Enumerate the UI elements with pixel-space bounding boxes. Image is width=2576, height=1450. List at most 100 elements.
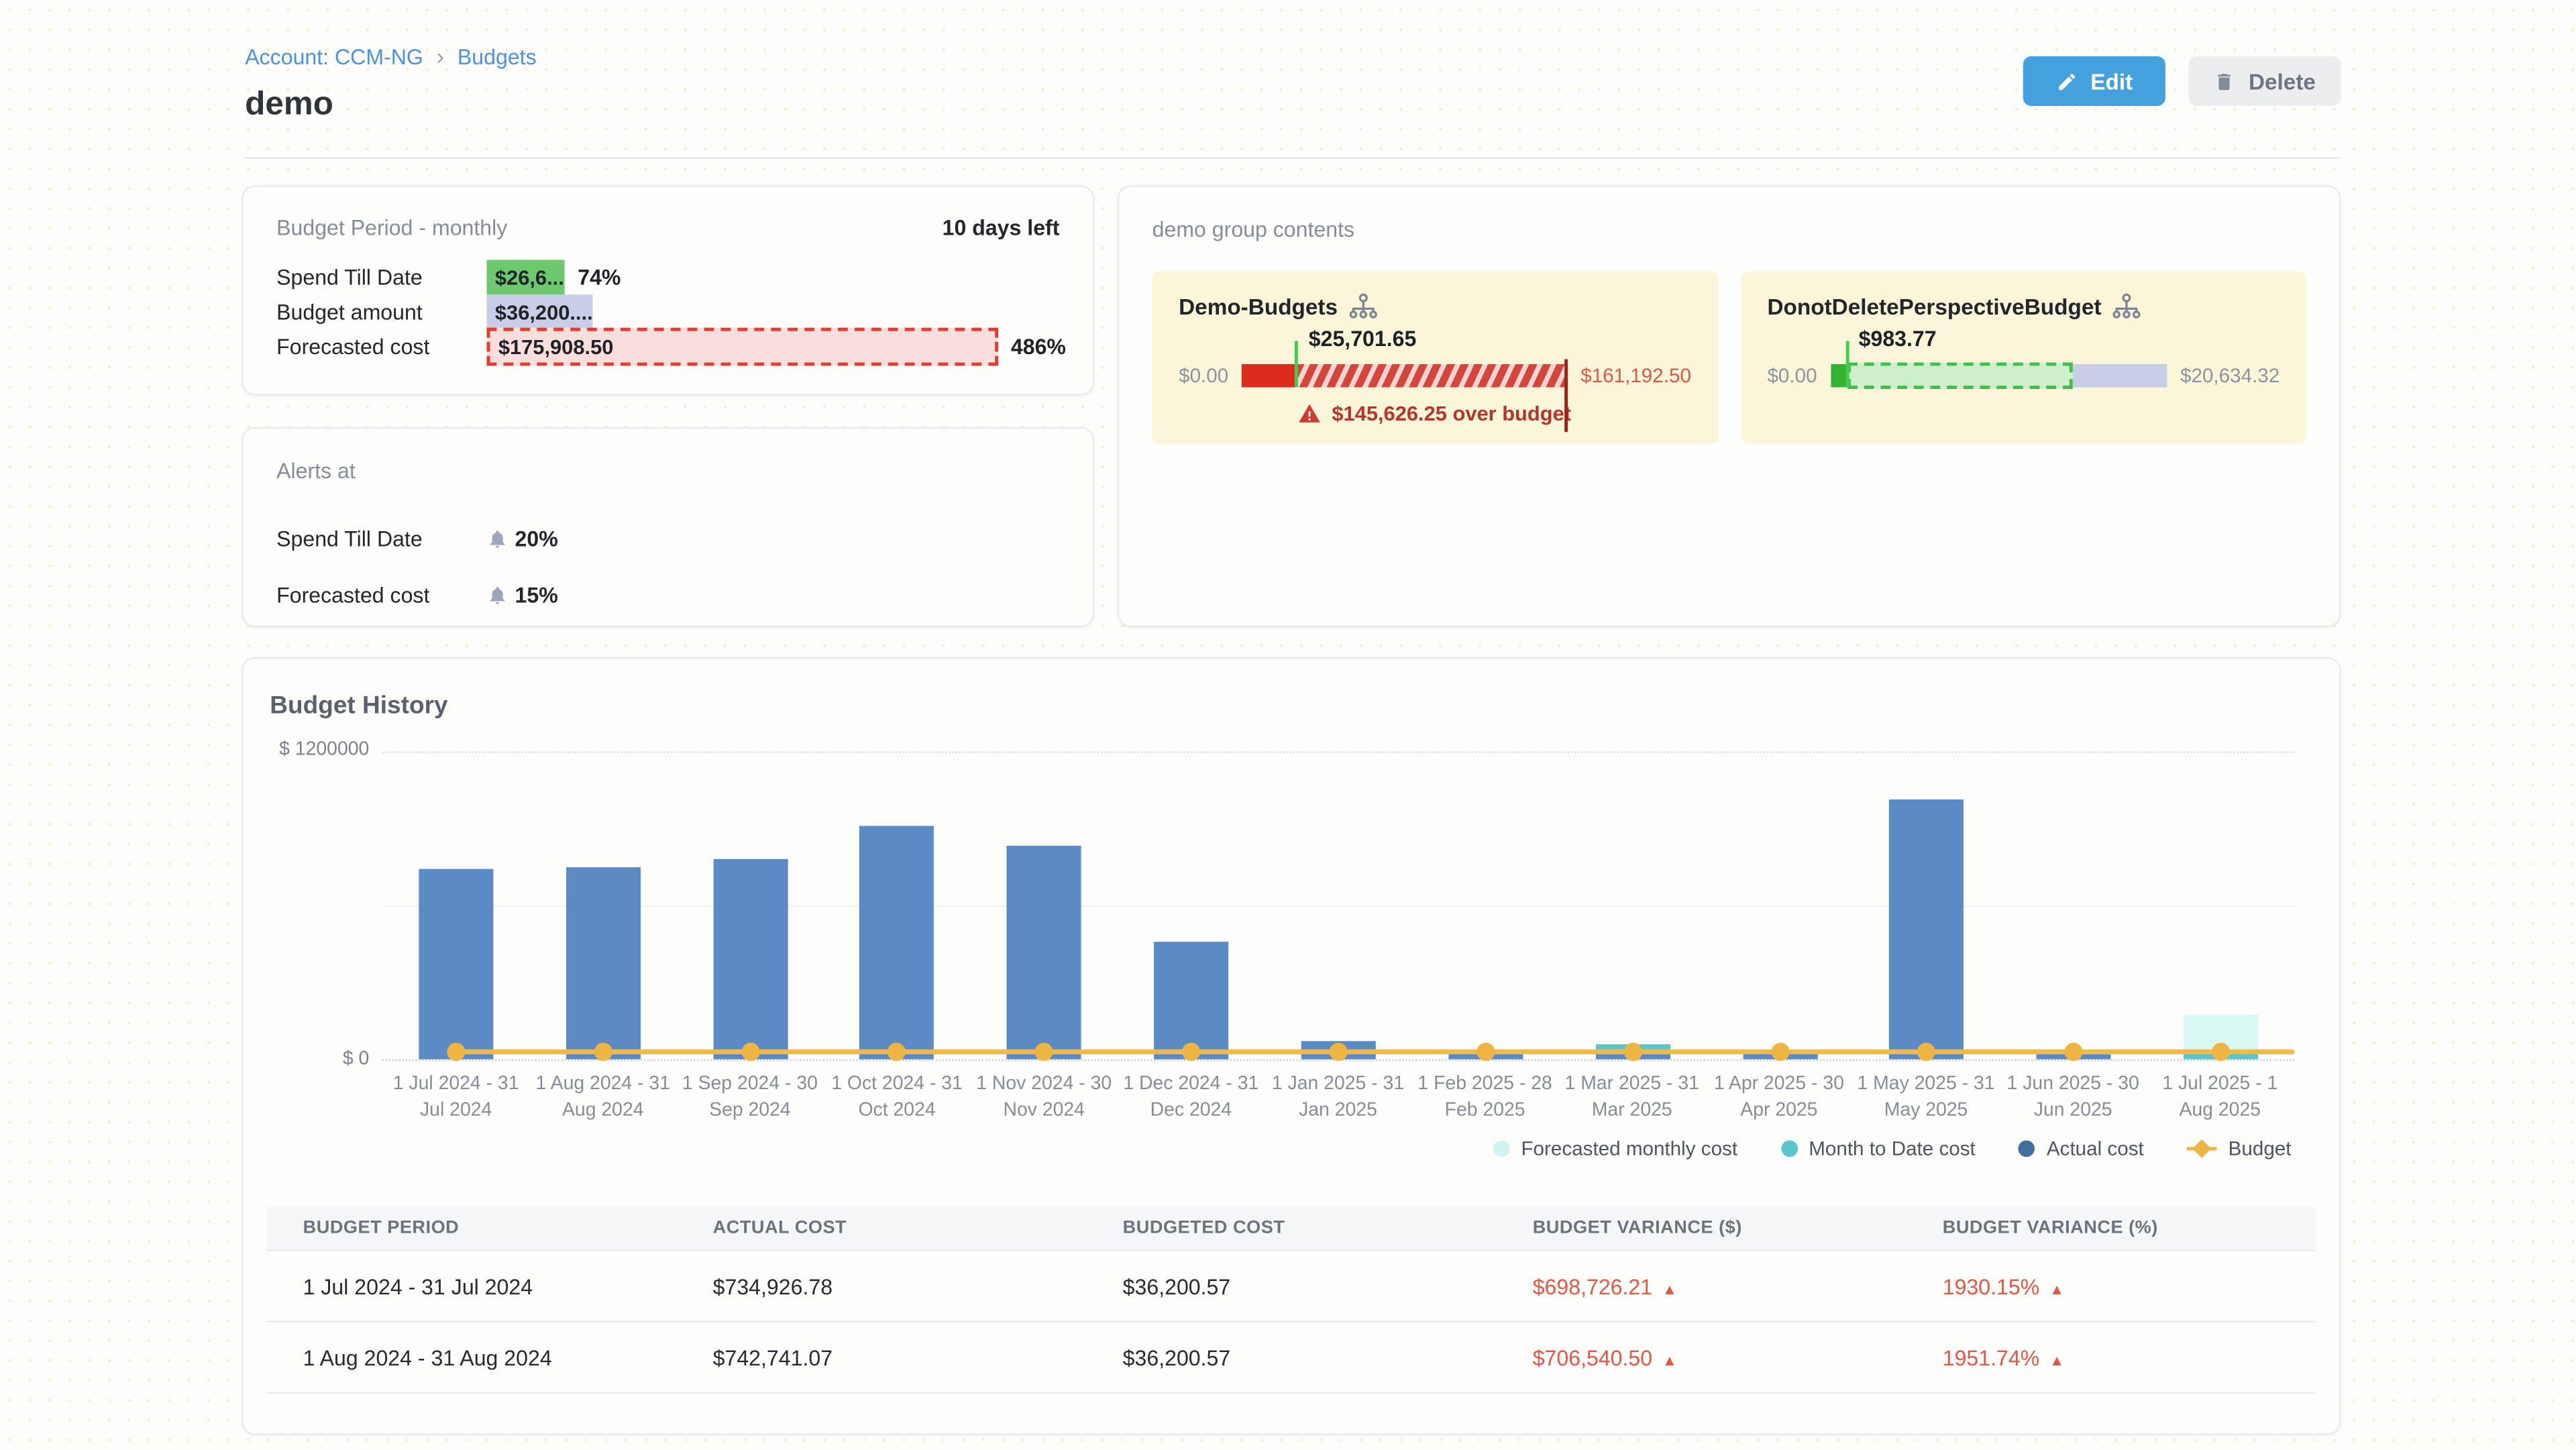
x-axis-tick-label: 1 May 2025 - 31 May 2025 (1857, 1074, 1995, 1121)
legend-item[interactable]: Budget (2186, 1137, 2292, 1160)
budget-name: DonotDeletePerspectiveBudget (1767, 294, 2102, 319)
current-spend-value: $25,701.65 (1308, 326, 1417, 351)
budget-point-marker (1476, 1042, 1495, 1061)
page-content: Budget Period - monthly 10 days left Spe… (0, 159, 2576, 1435)
budget-point-marker (447, 1042, 466, 1061)
x-axis-tick-label: 1 Aug 2024 - 31 Aug 2024 (535, 1074, 670, 1121)
table-row[interactable]: 1 Jul 2024 - 31 Jul 2024 $734,926.78 $36,2… (266, 1250, 2316, 1323)
spend-till-date-bar: $26,6... (486, 260, 565, 295)
actual-cost-bar[interactable] (1889, 799, 1964, 1060)
cell-variance-usd: $706,540.50 ▲ (1496, 1321, 1907, 1394)
actual-cost-bar[interactable] (859, 825, 934, 1060)
legend-label: Budget (2228, 1137, 2292, 1160)
legend-item[interactable]: Actual cost (2018, 1137, 2144, 1160)
spend-segment (1241, 364, 1297, 388)
x-axis-tick-label: 1 Mar 2025 - 31 Mar 2025 (1564, 1074, 1699, 1121)
bar-max-label: $161,192.50 (1580, 364, 1691, 388)
budget-point-marker (1329, 1042, 1348, 1061)
x-axis-tick-label: 1 Nov 2024 - 30 Nov 2024 (976, 1074, 1112, 1121)
over-budget-segment (1297, 364, 1568, 388)
edit-button[interactable]: Edit (2023, 56, 2165, 106)
x-axis-tick-label: 1 Jun 2025 - 30 Jun 2025 (2006, 1074, 2139, 1121)
actual-cost-bar[interactable] (419, 869, 494, 1060)
y-axis-max-label: $ 1200000 (279, 740, 370, 760)
col-budget-variance-pct: BUDGET VARIANCE (%) (1906, 1207, 2316, 1251)
spend-segment (1830, 364, 1847, 388)
header-divider (245, 157, 2341, 159)
alert-label: Spend Till Date (276, 525, 423, 551)
legend-label: Actual cost (2046, 1137, 2144, 1160)
budget-point-marker (1917, 1042, 1936, 1061)
cell-variance-pct: 1951.74% ▲ (1906, 1321, 2316, 1394)
up-triangle-icon: ▲ (2049, 1351, 2065, 1368)
group-budget-tile[interactable]: DonotDeletePerspectiveBudget $0.00 $983.77… (1740, 271, 2306, 444)
budget-period-card: Budget Period - monthly 10 days left Spe… (241, 185, 1095, 396)
row-label: Spend Till Date (276, 264, 423, 290)
budget-point-marker (741, 1042, 759, 1061)
legend-marker (1780, 1140, 1797, 1158)
actual-cost-bar[interactable] (1007, 845, 1082, 1060)
cell-budget-period: 1 Aug 2024 - 31 Aug 2024 (266, 1321, 677, 1394)
actual-cost-bar[interactable] (1154, 942, 1229, 1060)
cell-actual-cost: $742,741.07 (676, 1321, 1087, 1394)
alerts-title: Alerts at (276, 458, 356, 484)
budget-point-marker (1623, 1042, 1642, 1061)
forecast-segment (1847, 362, 2073, 389)
legend-item[interactable]: Month to Date cost (1780, 1137, 1976, 1160)
bar-percent: 486% (1010, 334, 1066, 359)
budget-usage-bar: $983.77 (1830, 326, 2167, 389)
group-budget-tiles: Demo-Budgets $0.00 $25,701.65 $161,192.50 $1… (1152, 271, 2306, 444)
row-label: Budget amount (276, 299, 423, 325)
actual-cost-bar[interactable] (566, 867, 641, 1060)
budget-limit-marker (1564, 359, 1568, 433)
trash-icon (2218, 72, 2231, 89)
current-spend-marker (1845, 341, 1849, 388)
col-budget-variance-usd: BUDGET VARIANCE ($) (1496, 1207, 1907, 1251)
cell-budget-period: 1 Jul 2024 - 31 Jul 2024 (266, 1250, 677, 1323)
group-budget-tile[interactable]: Demo-Budgets $0.00 $25,701.65 $161,192.50 $1… (1152, 271, 1718, 444)
budget-history-chart[interactable] (382, 751, 2295, 1061)
budget-history-title: Budget History (270, 691, 448, 720)
legend-marker (1493, 1140, 1510, 1158)
gridline-mid (382, 905, 2295, 907)
budget-history-card: Budget History $ 1200000 $ 0 1 Jul 2024 … (241, 657, 2341, 1435)
x-axis-tick-label: 1 Feb 2025 - 28 Feb 2025 (1417, 1074, 1552, 1121)
x-axis-tick-label: 1 Jul 2024 - 31 Jul 2024 (392, 1074, 519, 1121)
table-row[interactable]: 1 Aug 2024 - 31 Aug 2024 $742,741.07 $36,2… (266, 1321, 2316, 1394)
bell-icon (490, 585, 505, 604)
page-header: Account: CCM-NG › Budgets demo Edit Dele… (0, 0, 2576, 159)
x-axis-labels: 1 Jul 2024 - 31 Jul 2024 1 Aug 2024 - 31 … (382, 1071, 2294, 1124)
budget-point-marker (594, 1042, 612, 1061)
hierarchy-icon (2113, 293, 2141, 319)
toolbar: Edit Delete (2023, 56, 2341, 106)
legend-label: Forecasted monthly cost (1521, 1137, 1738, 1160)
row-label: Forecasted cost (276, 334, 430, 359)
forecasted-cost-bar: $175,908.50 (486, 327, 998, 366)
breadcrumb-budgets-link[interactable]: Budgets (457, 44, 537, 69)
y-axis-zero-label: $ 0 (342, 1049, 370, 1070)
breadcrumb-account-link[interactable]: Account: CCM-NG (245, 44, 423, 69)
bar-value: $175,908.50 (498, 335, 614, 359)
actual-cost-bar[interactable] (712, 859, 788, 1060)
x-axis-tick-label: 1 Apr 2025 - 30 Apr 2025 (1713, 1074, 1844, 1121)
legend-item[interactable]: Forecasted monthly cost (1493, 1137, 1738, 1160)
up-triangle-icon: ▲ (1662, 1280, 1677, 1297)
legend-label: Month to Date cost (1809, 1137, 1976, 1160)
budget-usage-bar: $25,701.65 (1241, 326, 1568, 433)
bar-max-label: $20,634.32 (2180, 364, 2280, 388)
over-budget-alert: $145,626.25 over budget (1179, 402, 1691, 425)
group-contents-title: demo group contents (1152, 217, 1355, 242)
delete-button[interactable]: Delete (2188, 56, 2341, 106)
alert-threshold: 15% (515, 581, 558, 607)
x-axis-tick-label: 1 Jan 2025 - 31 Jan 2025 (1271, 1074, 1405, 1121)
budget-amount-bar: $36,200.... (486, 294, 593, 330)
alerts-card: Alerts at Spend Till Date 20% Forecasted… (241, 427, 1095, 628)
cell-budgeted-cost: $36,200.57 (1086, 1250, 1497, 1323)
current-spend-value: $983.77 (1858, 326, 1937, 351)
budget-point-marker (2064, 1042, 2084, 1061)
current-spend-marker (1295, 341, 1299, 388)
gridline-top (382, 751, 2295, 753)
alert-label: Forecasted cost (276, 581, 430, 607)
bell-icon (490, 530, 505, 547)
